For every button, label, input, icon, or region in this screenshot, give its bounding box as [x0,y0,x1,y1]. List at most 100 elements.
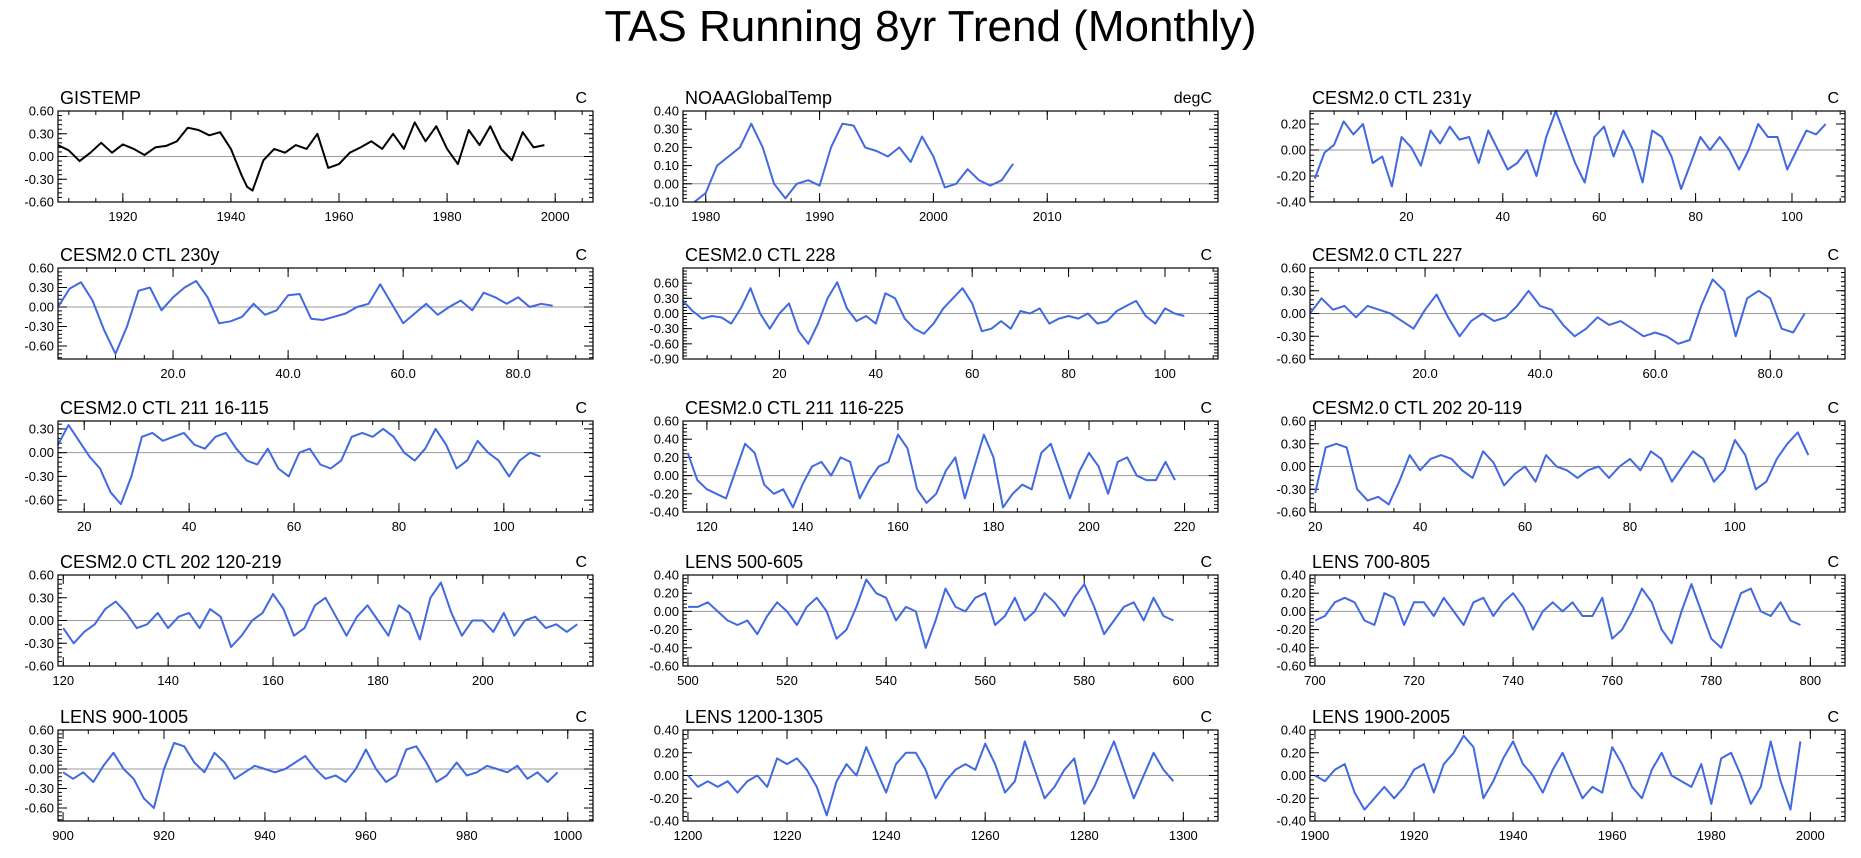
y-tick-label: 0.00 [654,176,679,191]
y-tick-label: -0.40 [1276,195,1306,210]
panel-title: LENS 900-1005 [60,707,188,727]
series-line [57,424,541,506]
y-tick-label: -0.30 [24,781,54,796]
x-tick-label: 980 [456,828,478,843]
y-tick-label: -0.30 [1276,329,1306,344]
y-tick-label: 0.30 [29,590,54,605]
x-tick-label: 80.0 [1758,366,1783,381]
x-tick-label: 80 [1061,366,1075,381]
x-tick-label: 1920 [1400,828,1429,843]
x-tick-label: 100 [1154,366,1176,381]
panel-units: C [575,90,587,107]
x-tick-label: 1990 [805,209,834,224]
y-tick-label: 0.40 [654,432,679,447]
x-tick-label: 1960 [325,209,354,224]
plot-frame [57,729,594,822]
x-tick-label: 1980 [433,209,462,224]
x-tick-label: 1280 [1070,828,1099,843]
x-tick-label: 1240 [872,828,901,843]
y-tick-label: -0.60 [1276,352,1306,367]
panel-title: NOAAGlobalTemp [685,88,832,108]
y-tick-label: 0.30 [29,126,54,141]
panel-units: C [1200,400,1212,417]
y-tick-label: -0.40 [1276,640,1306,655]
x-tick-label: 1000 [553,828,582,843]
plot-frame [1309,574,1846,667]
panel-units: degC [1174,90,1212,107]
y-tick-label: 0.30 [29,421,54,436]
panel-0: GISTEMP C 1920 1940 1960 1980 2000 -0.60 -0.30 0.… [24,88,594,224]
x-tick-label: 40 [1413,519,1427,534]
plot-frame [1309,110,1846,203]
y-tick-label: 0.20 [654,745,679,760]
y-tick-label: 0.20 [1281,586,1306,601]
y-tick-label: 0.30 [29,280,54,295]
x-tick-label: 60.0 [1643,366,1668,381]
panel-title: CESM2.0 CTL 202 120-219 [60,552,281,572]
y-tick-label: 0.30 [654,122,679,137]
panel-title: CESM2.0 CTL 231y [1312,88,1471,108]
y-tick-label: 0.60 [29,261,54,276]
x-tick-label: 1980 [691,209,720,224]
panel-units: C [1200,247,1212,264]
x-tick-label: 80.0 [506,366,531,381]
y-tick-label: -0.60 [1276,659,1306,674]
x-tick-label: 540 [875,673,897,688]
x-tick-label: 60.0 [391,366,416,381]
panel-title: LENS 700-805 [1312,552,1430,572]
y-tick-label: 0.00 [1281,459,1306,474]
y-tick-label: 0.00 [654,468,679,483]
panel-12: LENS 900-1005 C 900 920 940 960 980 1000 -0.60 -0… [24,707,594,843]
x-tick-label: 20 [77,519,91,534]
x-tick-label: 60 [1592,209,1606,224]
panel-units: C [575,709,587,726]
series-line [1314,583,1801,649]
y-tick-label: -0.40 [1276,814,1306,829]
y-tick-label: -0.60 [1276,505,1306,520]
x-tick-label: 40.0 [275,366,300,381]
series-line [57,121,545,192]
y-tick-label: 0.60 [29,104,54,119]
x-tick-label: 40 [869,366,883,381]
series-line [1314,431,1810,506]
x-tick-label: 160 [887,519,909,534]
y-tick-label: -0.20 [1276,791,1306,806]
x-tick-label: 140 [792,519,814,534]
y-tick-label: 0.60 [654,414,679,429]
y-tick-label: 0.00 [1281,768,1306,783]
y-tick-label: 0.40 [1281,568,1306,583]
panel-units: C [1827,554,1839,571]
y-tick-label: 0.00 [29,762,54,777]
y-tick-label: -0.30 [649,321,679,336]
x-tick-label: 160 [262,673,284,688]
x-tick-label: 180 [367,673,389,688]
y-tick-label: -0.60 [24,801,54,816]
series-line [682,281,1185,345]
x-tick-label: 80 [1688,209,1702,224]
x-tick-label: 60 [287,519,301,534]
panel-units: C [1827,709,1839,726]
plot-frame [57,110,594,203]
series-line [1309,278,1806,345]
y-tick-label: 0.30 [654,291,679,306]
x-tick-label: 1200 [673,828,702,843]
y-tick-label: 0.60 [1281,414,1306,429]
y-tick-label: -0.60 [649,336,679,351]
series-line [57,280,553,355]
x-tick-label: 740 [1502,673,1524,688]
x-tick-label: 60 [1518,519,1532,534]
y-tick-label: -0.30 [24,172,54,187]
series-line [62,742,559,809]
panel-units: C [575,554,587,571]
x-tick-label: 1900 [1300,828,1329,843]
x-tick-label: 780 [1700,673,1722,688]
x-tick-label: 100 [493,519,515,534]
y-tick-label: 0.40 [1281,723,1306,738]
plot-frame [1309,729,1846,822]
y-tick-label: 0.00 [29,300,54,315]
y-tick-label: 0.20 [1281,745,1306,760]
y-tick-label: -0.30 [24,469,54,484]
x-tick-label: 560 [974,673,996,688]
y-tick-label: -0.60 [24,195,54,210]
panel-13: LENS 1200-1305 C 1200 1220 1240 1260 1280 1300 -… [649,707,1219,843]
